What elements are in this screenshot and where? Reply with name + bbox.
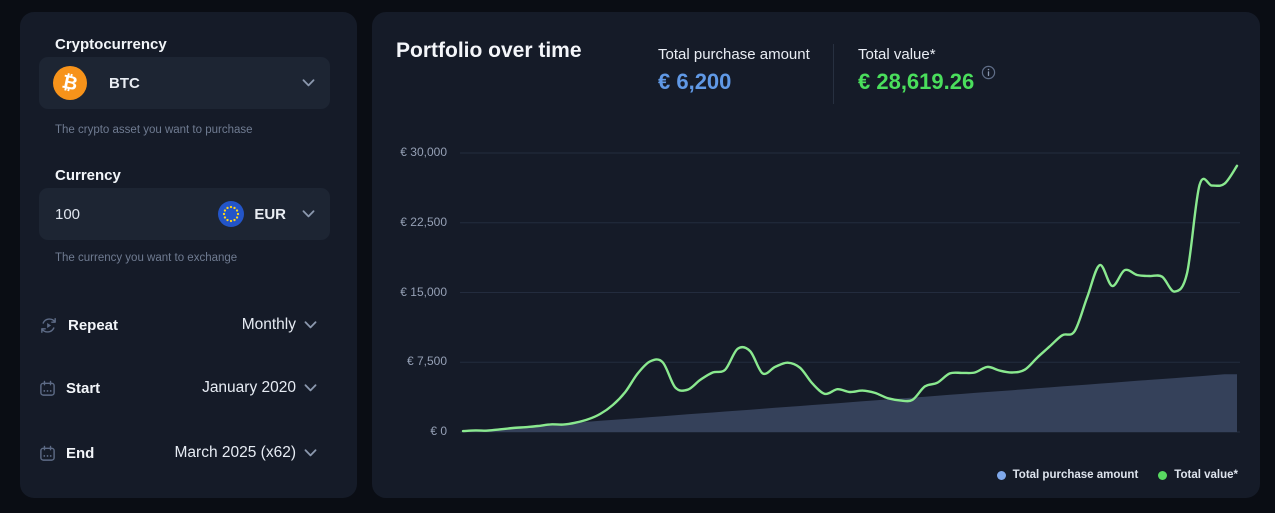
- y-axis-label: € 7,500: [406, 354, 447, 369]
- start-row: Start January 2020: [39, 376, 317, 400]
- legend-item[interactable]: Total value*: [1158, 469, 1238, 481]
- total-value-value: € 28,619.26: [858, 65, 996, 95]
- repeat-label: Repeat: [68, 316, 119, 334]
- currency-amount-value[interactable]: 100: [55, 205, 81, 223]
- settings-sidebar: Cryptocurrency ₿ BTC The crypto asset yo…: [20, 12, 357, 498]
- end-value: March 2025 (x62): [174, 444, 296, 461]
- currency-helper: The currency you want to exchange: [55, 252, 238, 264]
- y-axis-label: € 15,000: [400, 284, 447, 299]
- purchase-amount-area: [463, 374, 1237, 432]
- chevron-down-icon: [302, 210, 315, 218]
- start-value: January 2020: [202, 379, 296, 396]
- chart-legend: Total purchase amount Total value*: [996, 469, 1238, 481]
- chevron-down-icon: [304, 384, 317, 392]
- currency-label: Currency: [55, 167, 121, 184]
- calendar-icon: [40, 380, 55, 396]
- eur-flag-icon: [218, 201, 245, 227]
- bitcoin-symbol: ₿: [60, 70, 80, 95]
- btc-icon: ₿: [53, 66, 87, 100]
- calendar-icon: [40, 445, 55, 461]
- start-select[interactable]: January 2020: [202, 379, 317, 397]
- total-purchase-value: € 6,200: [658, 69, 732, 94]
- legend-item[interactable]: Total purchase amount: [996, 469, 1139, 481]
- repeat-value: Monthly: [241, 316, 296, 333]
- start-label: Start: [66, 379, 101, 397]
- portfolio-line-chart: [460, 152, 1240, 433]
- legend-label: Total purchase amount: [1012, 469, 1139, 481]
- legend-dot-icon: [1158, 470, 1168, 480]
- repeat-select[interactable]: Monthly: [242, 316, 317, 334]
- end-label: End: [66, 444, 95, 462]
- cryptocurrency-label: Cryptocurrency: [55, 36, 167, 53]
- chevron-down-icon: [304, 449, 317, 457]
- total-value-line: [461, 164, 1239, 433]
- currency-select[interactable]: EUR: [218, 201, 286, 227]
- chevron-down-icon: [302, 79, 315, 87]
- y-axis-label: € 22,500: [400, 214, 447, 229]
- total-purchase-stat: Total purchase amount € 6,200: [658, 46, 810, 95]
- total-purchase-label: Total purchase amount: [658, 46, 810, 63]
- repeat-icon: [41, 317, 56, 333]
- info-icon[interactable]: [981, 60, 996, 86]
- cryptocurrency-select[interactable]: ₿ BTC: [39, 57, 330, 109]
- total-value-stat: Total value* € 28,619.26: [858, 46, 996, 95]
- cryptocurrency-value: BTC: [109, 74, 140, 92]
- y-axis-label: € 0: [430, 424, 447, 438]
- chevron-down-icon: [304, 321, 317, 329]
- end-row: End March 2025 (x62): [39, 441, 317, 465]
- currency-input[interactable]: 100 EUR: [39, 188, 330, 240]
- legend-dot-icon: [996, 470, 1006, 480]
- cryptocurrency-helper: The crypto asset you want to purchase: [55, 124, 253, 136]
- end-select[interactable]: March 2025 (x62): [175, 444, 317, 462]
- legend-label: Total value*: [1174, 469, 1238, 481]
- stats-divider: [833, 44, 834, 104]
- chart-title: Portfolio over time: [396, 39, 582, 62]
- portfolio-chart-card: Portfolio over time Total purchase amoun…: [372, 12, 1260, 498]
- currency-code: EUR: [254, 205, 286, 223]
- y-axis-label: € 30,000: [400, 145, 447, 159]
- repeat-row: Repeat Monthly: [39, 313, 317, 337]
- total-value-label: Total value*: [858, 46, 936, 63]
